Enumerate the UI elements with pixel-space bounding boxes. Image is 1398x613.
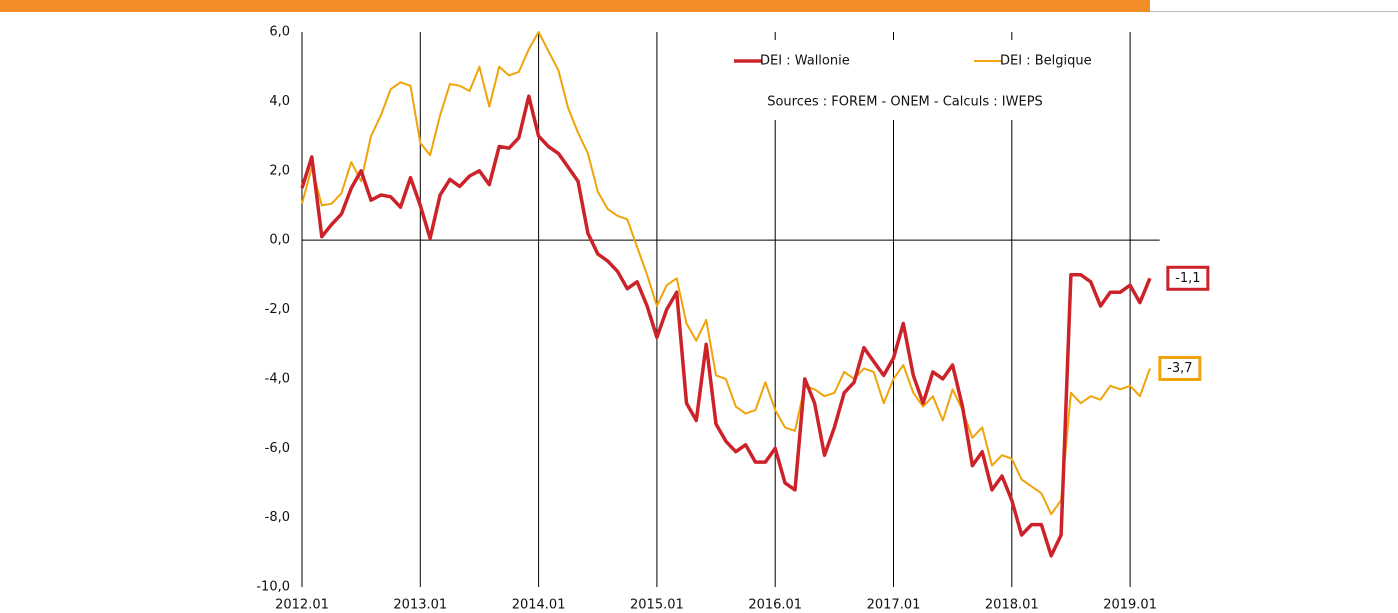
end-label-box — [1166, 265, 1210, 291]
x-tick-label: 2013.01 — [393, 598, 447, 613]
y-tick-label: 2,0 — [269, 163, 290, 178]
x-tick-label: 2016.01 — [748, 598, 802, 613]
y-tick-label: -8,0 — [265, 510, 290, 525]
x-tick-label: 2017.01 — [867, 598, 921, 613]
x-tick-label: 2018.01 — [985, 598, 1039, 613]
y-tick-label: -6,0 — [265, 441, 290, 456]
y-tick-label: -4,0 — [265, 371, 290, 386]
end-label-box — [1158, 355, 1202, 381]
end-label: -1,1 — [1175, 271, 1200, 286]
x-tick-label: 2015.01 — [630, 598, 684, 613]
x-tick-label: 2012.01 — [275, 598, 329, 613]
source-note: Sources : FOREM - ONEM - Calculs : IWEPS — [767, 95, 1043, 110]
y-tick-label: -10,0 — [256, 580, 290, 595]
series-line — [300, 94, 1152, 558]
y-tick-label: -2,0 — [265, 302, 290, 317]
plot: -1,1 -3,7 DEI : Wallonie DEI : Belgique — [300, 31, 1210, 558]
series-line — [301, 31, 1151, 516]
y-tick-label: 6,0 — [269, 25, 290, 40]
legend-label: DEI : Wallonie — [760, 54, 850, 69]
header-bar — [0, 0, 1150, 12]
grid: -10,0 -8,0 -6,0 -4,0 -2,0 0,0 2,0 4,0 6,0 2012.01… — [256, 25, 1160, 613]
x-tick-label: 2014.01 — [512, 598, 566, 613]
end-label: -3,7 — [1167, 361, 1192, 376]
y-tick-label: 4,0 — [269, 94, 290, 109]
x-tick-label: 2019.01 — [1103, 598, 1157, 613]
legend-label: DEI : Belgique — [1000, 54, 1092, 69]
y-tick-label: 0,0 — [269, 233, 290, 248]
legend-background — [700, 40, 1100, 120]
